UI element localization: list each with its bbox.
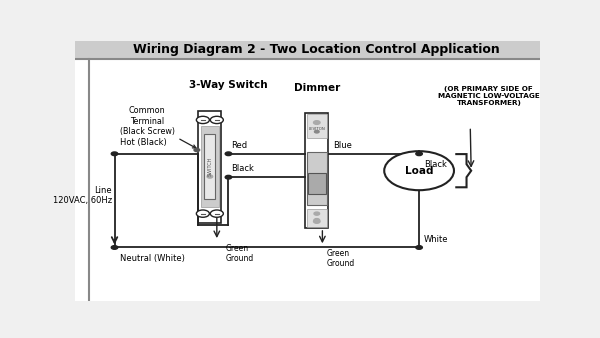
FancyBboxPatch shape <box>198 111 221 223</box>
Text: SWITCH: SWITCH <box>208 157 212 176</box>
FancyBboxPatch shape <box>307 152 326 204</box>
Circle shape <box>225 152 232 155</box>
Circle shape <box>314 130 319 133</box>
Circle shape <box>314 121 320 124</box>
Circle shape <box>211 116 223 124</box>
Text: 3-Way Switch: 3-Way Switch <box>189 80 268 90</box>
Text: (OR PRIMARY SIDE OF
MAGNETIC LOW-VOLTAGE
TRANSFORMER): (OR PRIMARY SIDE OF MAGNETIC LOW-VOLTAGE… <box>438 86 540 105</box>
Text: Green
Ground: Green Ground <box>226 244 254 263</box>
Circle shape <box>416 246 422 249</box>
FancyBboxPatch shape <box>308 173 326 194</box>
Text: Dimmer: Dimmer <box>293 82 340 93</box>
Bar <box>75 41 540 59</box>
Text: Green
Ground: Green Ground <box>327 249 355 268</box>
Circle shape <box>416 152 422 155</box>
Circle shape <box>207 175 212 178</box>
Circle shape <box>111 246 118 249</box>
Circle shape <box>314 220 320 223</box>
Text: Line
120VAC, 60Hz: Line 120VAC, 60Hz <box>53 186 112 205</box>
Text: Neutral (White): Neutral (White) <box>120 254 185 263</box>
FancyBboxPatch shape <box>305 114 328 228</box>
Circle shape <box>225 175 232 179</box>
FancyBboxPatch shape <box>307 114 327 138</box>
Circle shape <box>384 151 454 190</box>
Text: Hot (Black): Hot (Black) <box>120 138 167 147</box>
Text: White: White <box>424 235 448 244</box>
Text: Black: Black <box>231 164 254 173</box>
Text: LEVITON: LEVITON <box>308 126 325 130</box>
Circle shape <box>314 212 320 215</box>
FancyBboxPatch shape <box>307 209 327 227</box>
FancyBboxPatch shape <box>204 134 215 199</box>
FancyBboxPatch shape <box>200 126 219 207</box>
Text: Black: Black <box>424 160 446 169</box>
Text: Red: Red <box>231 141 247 150</box>
Circle shape <box>314 219 320 222</box>
Circle shape <box>196 116 209 124</box>
Circle shape <box>194 148 200 151</box>
Text: Load: Load <box>405 166 433 176</box>
Circle shape <box>111 152 118 155</box>
Circle shape <box>196 210 209 217</box>
Text: Blue: Blue <box>333 141 352 150</box>
Circle shape <box>211 210 223 217</box>
Text: Common
Terminal
(Black Screw): Common Terminal (Black Screw) <box>119 106 196 148</box>
Text: Wiring Diagram 2 - Two Location Control Application: Wiring Diagram 2 - Two Location Control … <box>133 43 500 56</box>
